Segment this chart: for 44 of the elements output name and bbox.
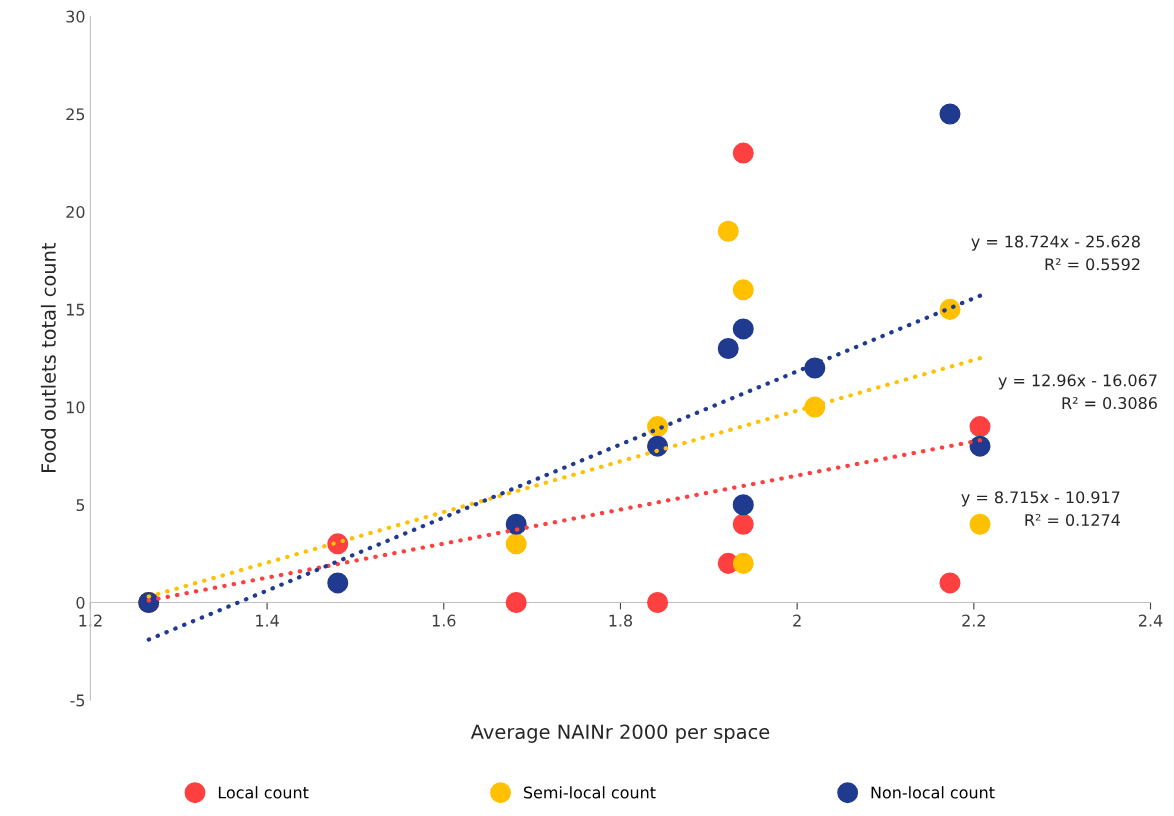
point [505, 591, 527, 613]
point [732, 318, 754, 340]
annotation: y = 12.96x - 16.067 R² = 0.3086 [998, 374, 1157, 410]
point [717, 337, 739, 359]
point [969, 416, 991, 438]
y-tick-label: 0 [76, 596, 85, 609]
y-tick-label: 10 [66, 401, 85, 414]
point [505, 513, 527, 535]
point [804, 357, 826, 379]
x-tick-label: 2.2 [962, 614, 985, 627]
y-tick-label: 30 [66, 10, 85, 23]
legend-label: Non-local count [871, 786, 995, 799]
x-tick-label: 1.8 [609, 614, 633, 627]
y-tick-label: 25 [66, 108, 85, 121]
point [969, 435, 991, 457]
y-tick-label: 20 [66, 205, 85, 218]
y-tick-label: 15 [66, 303, 85, 316]
annotation: y = 18.724x - 25.628 R² = 0.5592 [971, 235, 1140, 271]
point [732, 513, 754, 535]
point [327, 533, 349, 555]
annotation: y = 8.715x - 10.917 R² = 0.1274 [961, 491, 1120, 527]
x-tick-label: 2 [793, 614, 801, 627]
point [505, 533, 527, 555]
point [647, 435, 669, 457]
y-tick-label: -5 [70, 694, 85, 707]
x-axis-title: Average NAINr 2000 per space [470, 724, 770, 743]
point [647, 591, 669, 613]
x-tick-label: 1.6 [432, 614, 456, 627]
legend-label: Local count [218, 786, 309, 799]
x-tick-label: 2.4 [1138, 614, 1163, 627]
y-tick-label: 5 [76, 499, 85, 512]
point [327, 572, 349, 594]
y-axis-title: Food outlets total count [40, 242, 56, 473]
x-tick-label: 1.2 [79, 614, 102, 627]
legend-label: Semi-local count [523, 786, 656, 799]
point [939, 572, 961, 594]
point [732, 279, 754, 301]
point [939, 103, 961, 125]
x-tick-label: 1.4 [256, 614, 279, 627]
point [969, 513, 991, 535]
point [732, 142, 754, 164]
point [717, 220, 739, 242]
point [732, 552, 754, 574]
point [732, 494, 754, 516]
